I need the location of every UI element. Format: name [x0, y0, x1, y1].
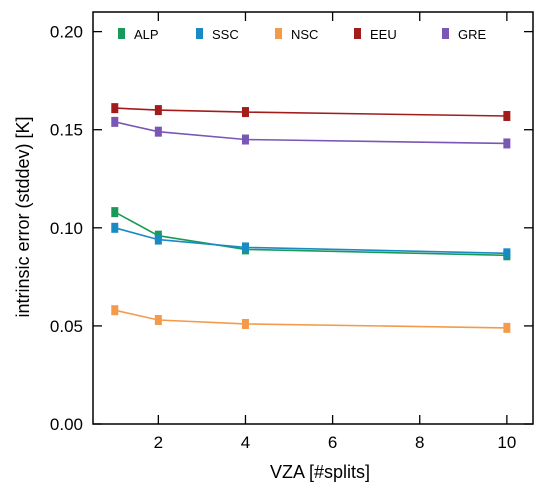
data-point-ssc [241, 242, 249, 253]
plot-area: 0.00 0.05 0.10 0.15 0.20 2 4 6 8 10 ALP SSC NSC EEU GR… [50, 11, 534, 452]
data-point-gre [154, 126, 162, 137]
data-point-eeu [503, 110, 511, 121]
legend-label-alp: ALP [134, 27, 159, 42]
series-line-ssc [114, 227, 507, 255]
data-point-nsc [241, 318, 249, 329]
y-tick-label: 0.10 [50, 219, 83, 238]
legend-label-gre: GRE [458, 27, 487, 42]
y-axis-title: intrinsic error (stddev) [K] [13, 116, 33, 317]
data-point-ssc [154, 234, 162, 245]
legend-label-eeu: EEU [370, 27, 397, 42]
data-point-eeu [111, 103, 119, 114]
x-tick-label: 2 [154, 433, 163, 452]
x-axis-title: VZA [#splits] [270, 462, 370, 482]
data-point-gre [503, 138, 511, 149]
plot-frame [92, 11, 534, 425]
data-point-gre [111, 116, 119, 127]
series-line-gre [114, 121, 507, 145]
x-tick-label: 8 [415, 433, 424, 452]
series-line-eeu [114, 107, 507, 117]
legend-swatch-gre [442, 28, 449, 39]
data-point-ssc [503, 248, 511, 259]
data-point-alp [111, 207, 119, 218]
series-line-alp [114, 211, 507, 257]
data-point-eeu [154, 105, 162, 116]
x-tick-label: 6 [328, 433, 337, 452]
legend-swatch-nsc [275, 28, 282, 39]
x-tick-label: 10 [497, 433, 516, 452]
legend-swatch-ssc [196, 28, 203, 39]
legend-label-ssc: SSC [212, 27, 239, 42]
y-tick-label: 0.05 [50, 317, 83, 336]
data-point-nsc [503, 322, 511, 333]
data-point-nsc [154, 315, 162, 326]
y-tick-label: 0.15 [50, 121, 83, 140]
series-line-nsc [114, 309, 507, 329]
data-point-eeu [241, 107, 249, 118]
legend-swatch-eeu [354, 28, 361, 39]
legend-label-nsc: NSC [291, 27, 318, 42]
x-tick-label: 4 [241, 433, 250, 452]
y-tick-label: 0.00 [50, 415, 83, 434]
y-tick-label: 0.20 [50, 23, 83, 42]
data-point-ssc [111, 222, 119, 233]
data-point-gre [241, 134, 249, 145]
legend-swatch-alp [118, 28, 125, 39]
data-point-nsc [111, 305, 119, 316]
